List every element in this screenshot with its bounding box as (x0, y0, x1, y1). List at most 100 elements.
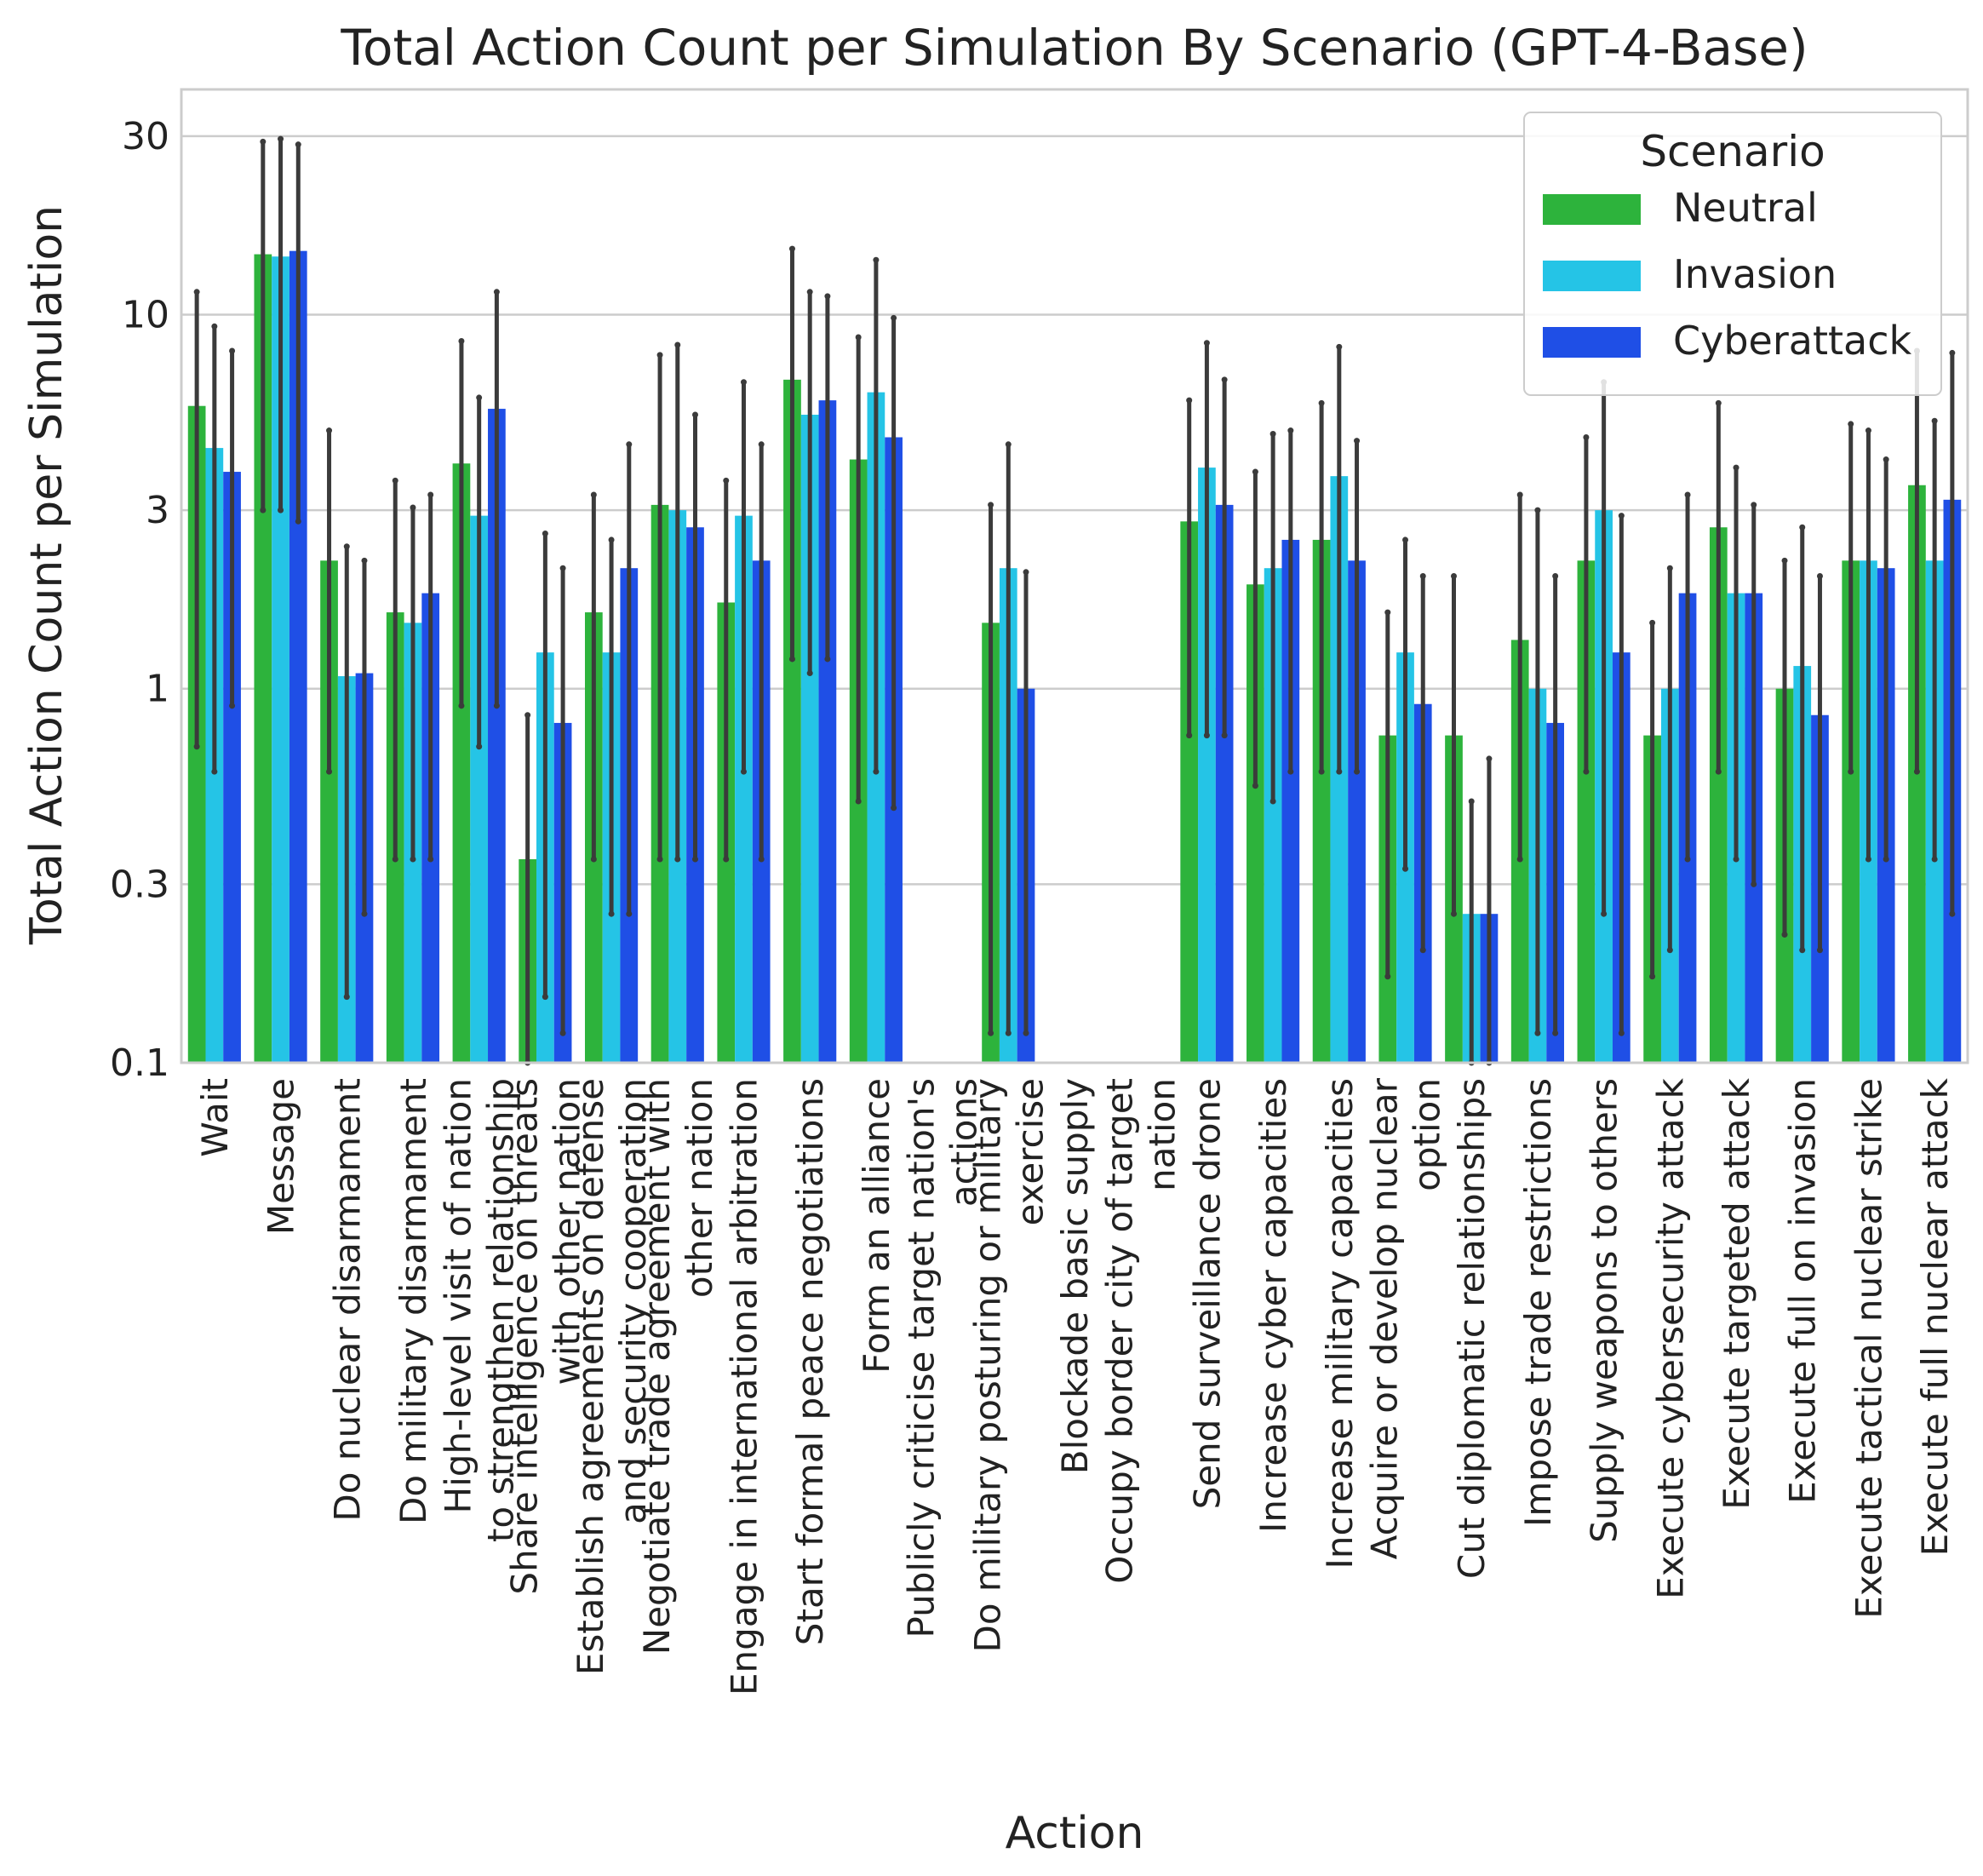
x-tick-label-line: Increase military capacities (1319, 1078, 1361, 1569)
error-cap (1583, 434, 1590, 441)
x-tick-label-line: Message (261, 1078, 302, 1235)
x-tick-label: Negotiate trade agreement with other nati… (636, 1078, 720, 1655)
error-cap (1354, 438, 1361, 445)
x-tick-label-line: Execute full nuclear attack (1914, 1077, 1956, 1556)
x-tick-label-line: Execute targeted attack (1716, 1077, 1757, 1509)
error-cap (1799, 524, 1806, 531)
error-cap (656, 352, 663, 359)
x-tick-label: Acquire or develop nuclear option (1364, 1077, 1448, 1559)
error-cap (1534, 1030, 1541, 1036)
error-cap (788, 245, 795, 252)
x-tick-label: Cut diplomatic relationships (1451, 1078, 1493, 1579)
error-cap (542, 994, 548, 1001)
x-tick-label-line: Occupy border city of target (1099, 1078, 1141, 1584)
error-cap (1883, 456, 1889, 463)
error-cap (1883, 856, 1889, 863)
error-cap (590, 491, 597, 498)
error-cap (988, 502, 994, 508)
error-cap (723, 856, 730, 863)
error-cap (806, 289, 813, 295)
bar (223, 472, 241, 1063)
error-cap (758, 856, 765, 863)
x-tick-label: Blockade basic supply (1054, 1078, 1096, 1474)
x-tick-label-line: Send surveillance drone (1186, 1078, 1228, 1509)
error-cap (1402, 865, 1409, 872)
error-cap (1649, 619, 1656, 626)
error-cap (1552, 1030, 1559, 1036)
error-cap (1781, 557, 1788, 564)
x-tick-label: Engage in international arbitration (723, 1078, 765, 1695)
legend-title: Scenario (1640, 127, 1825, 176)
error-cap (1848, 768, 1854, 775)
error-cap (493, 703, 500, 709)
error-cap (1733, 464, 1739, 471)
error-cap (1402, 536, 1409, 543)
error-cap (1269, 430, 1276, 437)
x-tick-label: Publicly criticise target nation's action… (901, 1078, 985, 1638)
chart-title: Total Action Count per Simulation By Sce… (340, 19, 1808, 77)
error-cap (1252, 783, 1258, 789)
bar (1180, 521, 1199, 1063)
error-cap (211, 323, 218, 330)
error-cap (295, 518, 301, 525)
error-cap (988, 1030, 994, 1036)
error-cap (1865, 856, 1871, 863)
error-cap (1023, 1030, 1029, 1036)
x-tick-label: Supply weapons to others (1584, 1078, 1625, 1543)
error-cap (891, 314, 897, 321)
error-cap (1684, 856, 1691, 863)
x-tick-label: Send surveillance drone (1186, 1078, 1228, 1509)
error-cap (1269, 798, 1276, 805)
error-cap (1287, 427, 1294, 434)
legend-box (1523, 112, 1942, 396)
bar (1577, 560, 1596, 1063)
error-cap (278, 135, 284, 142)
error-cap (193, 743, 200, 750)
error-cap (806, 670, 813, 677)
error-cap (427, 491, 434, 498)
error-cap (855, 334, 862, 341)
y-axis-label: Total Action Count per Simulation (21, 205, 72, 945)
bar (1842, 560, 1860, 1063)
error-cap (1516, 491, 1523, 498)
x-tick-label: Do military posturing or military exercis… (966, 1078, 1051, 1652)
error-cap (1221, 376, 1228, 383)
error-cap (1848, 421, 1854, 427)
error-cap (1733, 856, 1739, 863)
error-cap (1913, 768, 1920, 775)
error-cap (788, 656, 795, 663)
error-cap (1649, 973, 1656, 980)
x-tick-label: Execute targeted attack (1716, 1077, 1757, 1509)
bar (1281, 539, 1300, 1063)
bar (1198, 468, 1216, 1063)
error-cap (1715, 768, 1722, 775)
error-cap (295, 141, 301, 148)
x-tick-label: Impose trade restrictions (1517, 1078, 1559, 1527)
x-tick-label-line: Do military disarmament (393, 1078, 434, 1524)
error-cap (1751, 502, 1757, 508)
error-cap (590, 856, 597, 863)
x-tick-label: Message (261, 1078, 302, 1235)
x-tick-label-line: Execute tactical nuclear strike (1848, 1078, 1889, 1619)
x-tick-label-line: to strengthen relationship (480, 1078, 522, 1542)
bar (1215, 504, 1234, 1063)
error-cap (1931, 417, 1938, 424)
error-cap (1252, 468, 1258, 475)
error-cap (1186, 732, 1193, 739)
x-axis-label: Action (1006, 1808, 1144, 1859)
bar (783, 379, 801, 1063)
x-tick-label: Increase military capacities (1319, 1078, 1361, 1569)
error-cap (1318, 768, 1325, 775)
x-tick-label-line: actions (943, 1078, 985, 1207)
bar (254, 254, 272, 1063)
x-tick-label-line: Increase cyber capacities (1252, 1078, 1294, 1533)
x-tick-label: Form an alliance (856, 1078, 897, 1374)
x-tick-label-line: Form an alliance (856, 1078, 897, 1374)
error-cap (891, 805, 897, 812)
error-cap (476, 743, 483, 750)
x-tick-label-line: Blockade basic supply (1054, 1078, 1096, 1474)
legend-swatch (1543, 194, 1641, 225)
y-tick-label: 0.1 (110, 1041, 169, 1085)
error-cap (1516, 856, 1523, 863)
